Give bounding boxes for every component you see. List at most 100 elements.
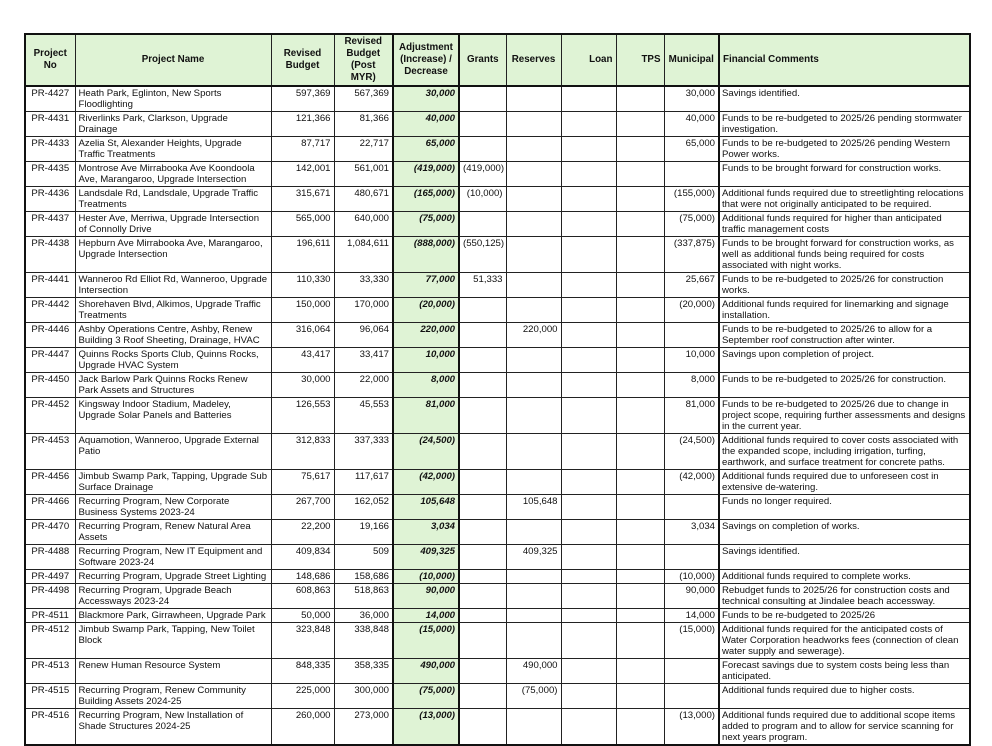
cell-revised-budget: 565,000	[270, 211, 335, 237]
cell-financial-comment: Additional funds required to complete wo…	[718, 569, 971, 584]
cell-financial-comment: Savings upon completion of project.	[718, 347, 971, 373]
table-row: PR-4437 Hester Ave, Merriwa, Upgrade Inte…	[24, 211, 971, 237]
cell-grants	[458, 372, 507, 398]
cell-revised-budget: 87,717	[270, 136, 335, 162]
cell-reserves	[505, 85, 562, 112]
cell-project-name: Quinns Rocks Sports Club, Quinns Rocks, …	[74, 347, 272, 373]
cell-revised-budget-post-myr: 162,052	[333, 494, 394, 520]
cell-project-name: Landsdale Rd, Landsdale, Upgrade Traffic…	[74, 186, 272, 212]
table-row: PR-4441 Wanneroo Rd Elliot Rd, Wanneroo, …	[24, 272, 971, 298]
cell-revised-budget-post-myr: 1,084,611	[333, 236, 394, 273]
cell-revised-budget: 597,369	[270, 85, 335, 112]
cell-adjustment: (15,000)	[392, 622, 460, 659]
cell-revised-budget: 848,335	[270, 658, 335, 684]
cell-financial-comment: Funds to be brought forward for construc…	[718, 236, 971, 273]
cell-revised-budget: 409,834	[270, 544, 335, 570]
cell-adjustment: (10,000)	[392, 569, 460, 584]
cell-revised-budget: 267,700	[270, 494, 335, 520]
cell-project-name: Recurring Program, Upgrade Street Lighti…	[74, 569, 272, 584]
cell-financial-comment: Additional funds required for the antici…	[718, 622, 971, 659]
cell-tps	[615, 236, 665, 273]
cell-project-name: Wanneroo Rd Elliot Rd, Wanneroo, Upgrade…	[74, 272, 272, 298]
cell-tps	[615, 322, 665, 348]
cell-adjustment: 3,034	[392, 519, 460, 545]
cell-project-name: Montrose Ave Mirrabooka Ave Koondoola Av…	[74, 161, 272, 187]
cell-revised-budget-post-myr: 561,001	[333, 161, 394, 187]
cell-revised-budget-post-myr: 33,417	[333, 347, 394, 373]
cell-revised-budget: 30,000	[270, 372, 335, 398]
cell-grants	[458, 211, 507, 237]
cell-project-no: PR-4513	[24, 658, 76, 684]
table-row: PR-4447 Quinns Rocks Sports Club, Quinns …	[24, 347, 971, 373]
cell-municipal: (42,000)	[663, 469, 720, 495]
cell-revised-budget: 260,000	[270, 708, 335, 746]
cell-revised-budget-post-myr: 22,000	[333, 372, 394, 398]
cell-loan	[560, 111, 617, 137]
cell-financial-comment: Forecast savings due to system costs bei…	[718, 658, 971, 684]
cell-reserves	[505, 622, 562, 659]
cell-grants	[458, 469, 507, 495]
cell-grants: (419,000)	[458, 161, 507, 187]
cell-revised-budget-post-myr: 337,333	[333, 433, 394, 470]
cell-revised-budget-post-myr: 273,000	[333, 708, 394, 746]
cell-reserves	[505, 186, 562, 212]
cell-grants	[458, 136, 507, 162]
cell-tps	[615, 111, 665, 137]
cell-financial-comment: Funds to be brought forward for construc…	[718, 161, 971, 187]
cell-revised-budget: 75,617	[270, 469, 335, 495]
cell-financial-comment: Funds to be re-budgeted to 2025/26 for c…	[718, 272, 971, 298]
cell-adjustment: 8,000	[392, 372, 460, 398]
cell-tps	[615, 683, 665, 709]
table-row: PR-4452 Kingsway Indoor Stadium, Madeley,…	[24, 397, 971, 434]
cell-reserves	[505, 708, 562, 746]
cell-loan	[560, 608, 617, 623]
cell-revised-budget: 110,330	[270, 272, 335, 298]
table-row: PR-4431 Riverlinks Park, Clarkson, Upgrad…	[24, 111, 971, 137]
cell-reserves	[505, 372, 562, 398]
table-row: PR-4438 Hepburn Ave Mirrabooka Ave, Maran…	[24, 236, 971, 273]
cell-loan	[560, 397, 617, 434]
cell-project-no: PR-4515	[24, 683, 76, 709]
cell-tps	[615, 494, 665, 520]
cell-grants	[458, 347, 507, 373]
cell-municipal: 14,000	[663, 608, 720, 623]
cell-adjustment: 409,325	[392, 544, 460, 570]
cell-municipal: (15,000)	[663, 622, 720, 659]
cell-tps	[615, 608, 665, 623]
cell-revised-budget: 225,000	[270, 683, 335, 709]
cell-financial-comment: Funds to be re-budgeted to 2025/26 pendi…	[718, 136, 971, 162]
cell-municipal: 81,000	[663, 397, 720, 434]
cell-grants	[458, 683, 507, 709]
cell-financial-comment: Funds to be re-budgeted to 2025/26	[718, 608, 971, 623]
cell-project-no: PR-4427	[24, 85, 76, 112]
cell-project-no: PR-4441	[24, 272, 76, 298]
header-reserves: Reserves	[505, 33, 562, 87]
cell-adjustment: 220,000	[392, 322, 460, 348]
table-row: PR-4433 Azelia St, Alexander Heights, Upg…	[24, 136, 971, 162]
cell-project-name: Recurring Program, New Installation of S…	[74, 708, 272, 746]
cell-loan	[560, 658, 617, 684]
cell-revised-budget-post-myr: 45,553	[333, 397, 394, 434]
cell-loan	[560, 494, 617, 520]
cell-municipal: (10,000)	[663, 569, 720, 584]
cell-adjustment: (20,000)	[392, 297, 460, 323]
cell-project-name: Blackmore Park, Girrawheen, Upgrade Park	[74, 608, 272, 623]
cell-revised-budget-post-myr: 567,369	[333, 85, 394, 112]
cell-project-no: PR-4453	[24, 433, 76, 470]
cell-project-no: PR-4466	[24, 494, 76, 520]
cell-project-no: PR-4450	[24, 372, 76, 398]
cell-financial-comment: Additional funds required due to unfores…	[718, 469, 971, 495]
cell-project-name: Ashby Operations Centre, Ashby, Renew Bu…	[74, 322, 272, 348]
cell-tps	[615, 658, 665, 684]
table-row: PR-4435 Montrose Ave Mirrabooka Ave Koond…	[24, 161, 971, 187]
cell-financial-comment: Additional funds required for higher tha…	[718, 211, 971, 237]
cell-adjustment: (75,000)	[392, 683, 460, 709]
cell-reserves	[505, 297, 562, 323]
cell-tps	[615, 85, 665, 112]
table-row: PR-4427 Heath Park, Eglinton, New Sports …	[24, 85, 971, 112]
cell-grants	[458, 433, 507, 470]
cell-project-name: Kingsway Indoor Stadium, Madeley, Upgrad…	[74, 397, 272, 434]
cell-loan	[560, 622, 617, 659]
cell-municipal: 25,667	[663, 272, 720, 298]
cell-revised-budget-post-myr: 300,000	[333, 683, 394, 709]
